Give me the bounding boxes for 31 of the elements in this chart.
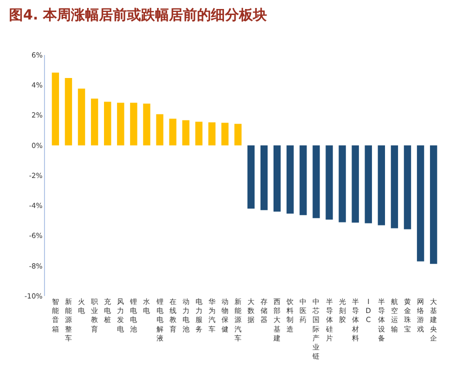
bar [338, 145, 346, 222]
bar [274, 145, 281, 212]
bar [52, 72, 60, 146]
bar [234, 124, 242, 146]
bar [404, 145, 412, 230]
bar [430, 145, 438, 264]
bar [90, 98, 98, 146]
bar [182, 120, 190, 146]
bar [221, 122, 229, 146]
bar [300, 145, 307, 216]
bar [416, 145, 424, 262]
bar [130, 102, 138, 146]
bar [326, 145, 333, 220]
bar [286, 145, 294, 214]
chart-title: 图4. 本周涨幅居前或跌幅居前的细分板块 [9, 8, 268, 24]
bar [117, 102, 124, 146]
bar [195, 122, 202, 146]
bar [78, 88, 86, 146]
bar [104, 102, 112, 146]
bar [156, 114, 164, 146]
bar [64, 78, 72, 146]
bar [312, 145, 320, 218]
bar [247, 145, 255, 209]
bar [143, 104, 150, 146]
bar [208, 122, 216, 146]
bar [364, 145, 372, 224]
bar [390, 145, 398, 228]
bar [169, 118, 176, 146]
bar [260, 145, 268, 210]
bar [352, 145, 359, 223]
bar [378, 145, 385, 226]
